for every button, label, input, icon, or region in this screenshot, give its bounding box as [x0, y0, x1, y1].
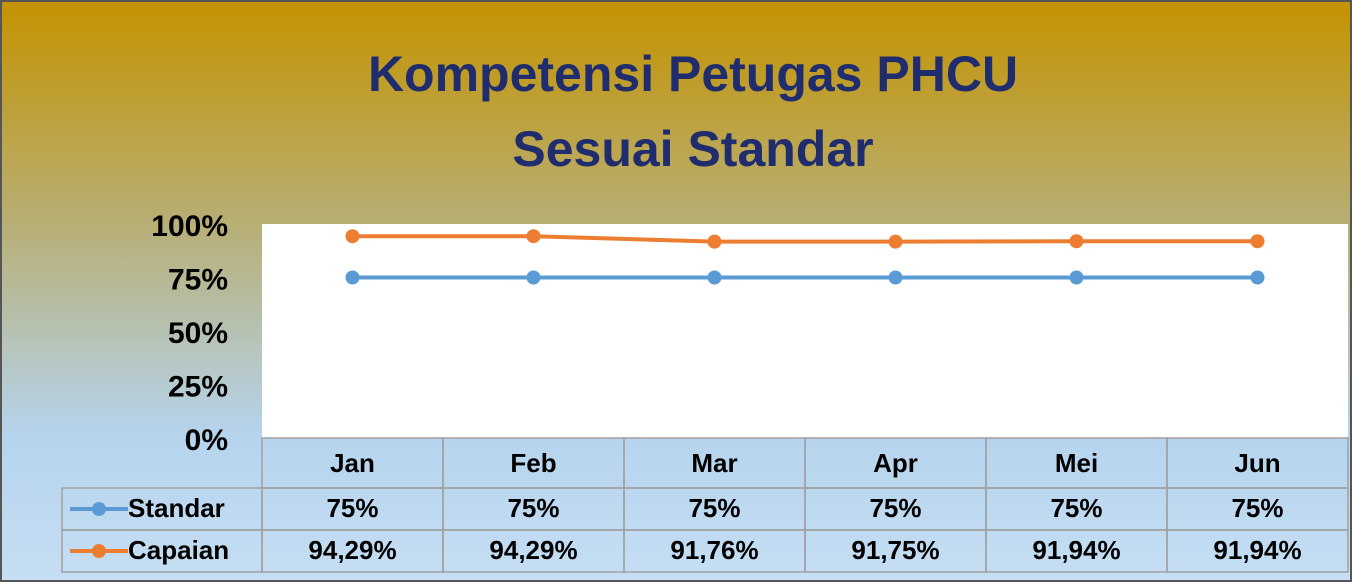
data-label: 91,75%	[851, 535, 939, 565]
data-point	[888, 270, 903, 285]
x-tick-label: Apr	[873, 448, 918, 478]
data-label: 91,76%	[670, 535, 758, 565]
data-label: 75%	[688, 493, 740, 523]
data-point	[1250, 234, 1265, 249]
series-line	[352, 234, 1258, 244]
data-label: 94,29%	[489, 535, 577, 565]
chart-title: Kompetensi Petugas PHCU	[368, 46, 1018, 102]
data-label: 94,29%	[308, 535, 396, 565]
data-point	[345, 229, 360, 244]
data-label: 75%	[869, 493, 921, 523]
data-point	[526, 229, 541, 244]
legend-label: Standar	[128, 493, 225, 523]
data-point	[1250, 270, 1265, 285]
data-point	[888, 234, 903, 249]
legend-marker	[92, 502, 106, 516]
x-tick-label: Jun	[1234, 448, 1280, 478]
data-label: 91,94%	[1032, 535, 1120, 565]
x-tick-label: Feb	[510, 448, 556, 478]
data-point	[1069, 270, 1084, 285]
chart-title: Sesuai Standar	[512, 121, 873, 177]
y-tick-label: 25%	[168, 370, 228, 403]
data-label: 91,94%	[1213, 535, 1301, 565]
y-tick-label: 50%	[168, 317, 228, 350]
x-tick-label: Jan	[330, 448, 375, 478]
y-tick-label: 100%	[151, 210, 228, 243]
data-label: 75%	[326, 493, 378, 523]
data-label: 75%	[1231, 493, 1283, 523]
data-label: 75%	[1050, 493, 1102, 523]
y-tick-label: 75%	[168, 263, 228, 296]
x-tick-label: Mar	[691, 448, 737, 478]
table-cell	[1166, 529, 1349, 573]
data-point	[707, 270, 722, 285]
data-point	[526, 270, 541, 285]
data-point	[345, 270, 360, 285]
data-point	[707, 234, 722, 249]
plot-area	[262, 224, 1348, 438]
data-point	[1069, 234, 1084, 249]
y-tick-label: 0%	[185, 424, 228, 457]
legend-marker	[92, 544, 106, 558]
data-label: 75%	[507, 493, 559, 523]
x-tick-label: Mei	[1055, 448, 1098, 478]
legend-label: Capaian	[128, 535, 229, 565]
